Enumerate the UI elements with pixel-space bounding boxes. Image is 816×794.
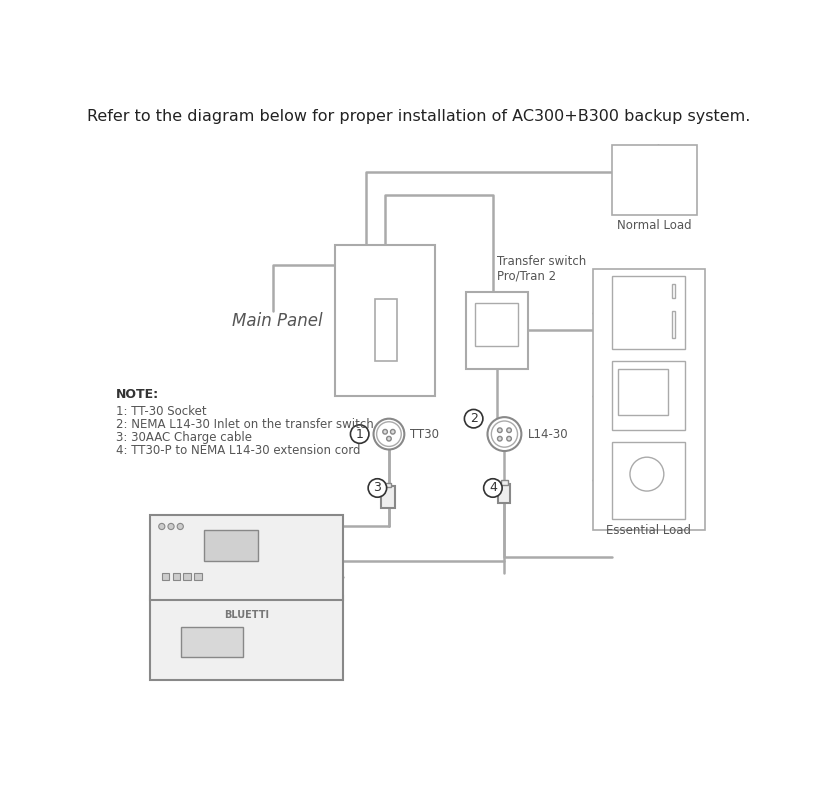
Circle shape <box>391 430 395 434</box>
Circle shape <box>507 428 512 433</box>
Text: Refer to the diagram below for proper installation of AC300+B300 backup system.: Refer to the diagram below for proper in… <box>86 110 750 125</box>
Text: BLUETTI: BLUETTI <box>224 610 269 620</box>
Circle shape <box>374 418 405 449</box>
Text: 2: 2 <box>470 412 477 425</box>
Circle shape <box>377 422 401 446</box>
Circle shape <box>498 428 502 433</box>
Bar <box>612 441 685 518</box>
Bar <box>150 596 343 680</box>
Bar <box>385 483 391 488</box>
Bar <box>499 484 510 503</box>
Bar <box>172 572 180 580</box>
Circle shape <box>383 430 388 434</box>
Bar <box>619 368 668 414</box>
Circle shape <box>387 437 391 441</box>
Circle shape <box>177 523 184 530</box>
Bar <box>375 299 397 361</box>
Circle shape <box>464 410 483 428</box>
Bar <box>204 530 258 561</box>
Bar <box>593 268 705 530</box>
Text: Main Panel: Main Panel <box>232 311 322 330</box>
Bar <box>612 276 685 349</box>
Text: TT30: TT30 <box>410 428 440 441</box>
Text: 4: TT30-P to NEMA L14-30 extension cord: 4: TT30-P to NEMA L14-30 extension cord <box>116 444 360 457</box>
Bar <box>500 480 508 485</box>
Text: 2: NEMA L14-30 Inlet on the transfer switch: 2: NEMA L14-30 Inlet on the transfer swi… <box>116 418 374 431</box>
Text: 3: 30AAC Charge cable: 3: 30AAC Charge cable <box>116 431 251 444</box>
Circle shape <box>158 523 165 530</box>
Text: 1: TT-30 Socket: 1: TT-30 Socket <box>116 405 206 418</box>
Bar <box>612 145 697 214</box>
Bar <box>194 572 202 580</box>
Text: Essential Load: Essential Load <box>606 524 691 537</box>
Text: Transfer switch
Pro/Tran 2: Transfer switch Pro/Tran 2 <box>497 255 586 283</box>
Bar <box>181 626 242 657</box>
Bar <box>672 284 676 298</box>
Text: L14-30: L14-30 <box>527 428 568 441</box>
Bar <box>335 245 435 395</box>
Circle shape <box>498 437 502 441</box>
Circle shape <box>487 417 521 451</box>
Bar <box>162 572 170 580</box>
Text: Normal Load: Normal Load <box>617 219 692 232</box>
Bar <box>672 311 676 337</box>
Text: NOTE:: NOTE: <box>116 388 159 401</box>
Bar <box>150 515 343 599</box>
Bar <box>612 361 685 430</box>
Circle shape <box>484 479 502 497</box>
Circle shape <box>168 523 174 530</box>
Circle shape <box>507 437 512 441</box>
Bar <box>466 291 527 368</box>
Bar <box>184 572 191 580</box>
Circle shape <box>350 425 369 443</box>
Circle shape <box>491 421 517 447</box>
Bar <box>381 487 395 508</box>
Text: 3: 3 <box>374 481 381 495</box>
Circle shape <box>630 457 664 491</box>
Text: 1: 1 <box>356 428 364 441</box>
Text: 4: 4 <box>489 481 497 495</box>
Bar <box>475 303 518 345</box>
Circle shape <box>368 479 387 497</box>
